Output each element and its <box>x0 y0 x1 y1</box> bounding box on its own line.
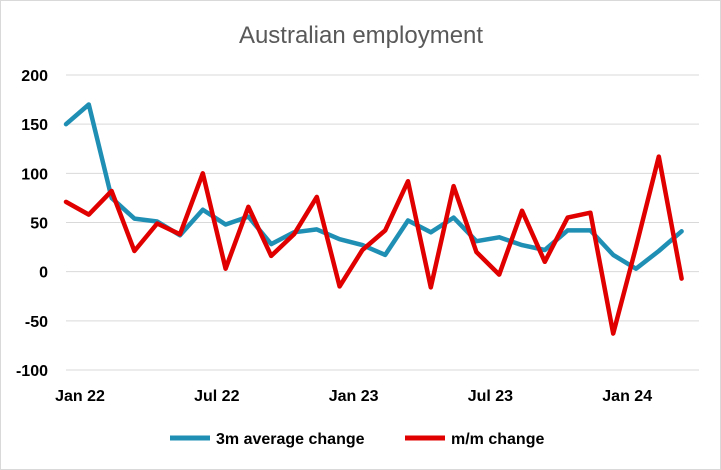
x-tick-label: Jan 23 <box>329 388 379 405</box>
x-tick-label: Jul 22 <box>194 388 239 405</box>
chart-title: Australian employment <box>239 22 483 49</box>
x-tick-label: Jul 23 <box>468 388 513 405</box>
y-tick-label: 0 <box>39 265 48 282</box>
legend: 3m average change m/m change <box>170 431 544 448</box>
y-axis-ticks: 200 150 100 50 0 -50 -100 <box>16 68 48 380</box>
x-tick-label: Jan 24 <box>602 388 652 405</box>
y-tick-label: 200 <box>21 68 48 85</box>
legend-label-mm-change: m/m change <box>451 431 544 448</box>
y-tick-label: 50 <box>30 216 48 233</box>
y-tick-label: -100 <box>16 363 48 380</box>
series-line-1 <box>63 154 684 336</box>
y-tick-label: 150 <box>21 117 48 134</box>
series-lines <box>63 102 684 336</box>
series-line-0 <box>63 102 684 271</box>
x-tick-label: Jan 22 <box>55 388 105 405</box>
y-tick-label: -50 <box>25 314 48 331</box>
x-axis-ticks: Jan 22 Jul 22 Jan 23 Jul 23 Jan 24 <box>55 388 652 405</box>
legend-label-3m-average: 3m average change <box>216 431 365 448</box>
gridlines <box>66 74 699 371</box>
y-tick-label: 100 <box>21 166 48 183</box>
